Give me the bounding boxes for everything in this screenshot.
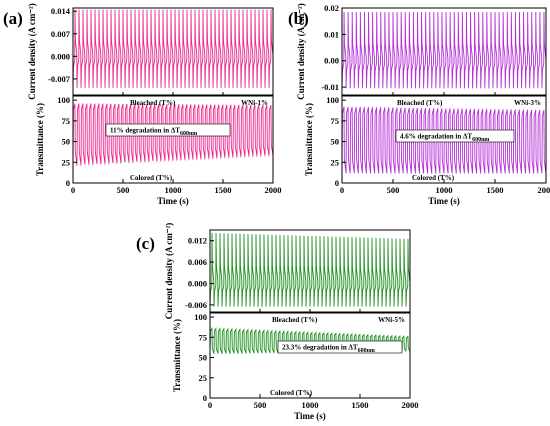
- transmittance-y-tick-label: 50: [62, 137, 71, 147]
- degradation-subscript: 600nm: [472, 137, 489, 143]
- x-axis-label: Time (s): [157, 196, 189, 206]
- x-tick-label: 1000: [302, 400, 319, 410]
- current-y-axis-label: Current density (A cm⁻²): [164, 223, 174, 320]
- degradation-subscript: 600nm: [358, 348, 375, 354]
- transmittance-trace: [72, 103, 274, 167]
- current-density-trace: [341, 11, 547, 89]
- x-tick-label: 500: [387, 185, 400, 195]
- transmittance-y-tick-label: 75: [199, 332, 208, 342]
- current-density-trace: [209, 232, 411, 307]
- transmittance-y-tick-label: 0: [66, 178, 70, 188]
- x-tick-label: 1500: [352, 400, 369, 410]
- current-y-axis-label: Current density (A cm⁻²): [296, 3, 306, 100]
- current-y-tick-label: 0.012: [188, 236, 207, 246]
- sample-label: WNi-5%: [378, 316, 405, 324]
- x-tick-label: 2000: [402, 400, 419, 410]
- degradation-subscript: 600nm: [180, 131, 197, 137]
- degradation-text: 4.6% degradation in ΔT: [400, 133, 472, 141]
- x-tick-label: 0: [340, 185, 344, 195]
- transmittance-y-tick-label: 100: [194, 312, 207, 322]
- transmittance-y-tick-label: 75: [62, 116, 71, 126]
- transmittance-y-tick-label: 0: [335, 178, 339, 188]
- current-y-axis-label: Current density (A cm⁻²): [27, 3, 37, 100]
- degradation-box: [277, 340, 403, 354]
- x-tick-label: 0: [208, 400, 212, 410]
- transmittance-y-tick-label: 50: [199, 353, 208, 363]
- transmittance-y-axis-label: Transmittance (%): [35, 103, 45, 176]
- panel-label: (b): [288, 9, 309, 28]
- degradation-label: 11% degradation in ΔT600nm: [110, 127, 197, 138]
- x-tick-label: 1000: [165, 185, 182, 195]
- transmittance-y-tick-label: 25: [199, 373, 208, 383]
- x-tick-label: 500: [117, 185, 130, 195]
- current-density-trace: [72, 9, 274, 88]
- transmittance-y-tick-label: 75: [331, 116, 340, 126]
- colored-label: Colored (T%): [130, 174, 173, 182]
- colored-label: Colored (T%): [270, 389, 313, 397]
- x-tick-label: 1500: [215, 185, 232, 195]
- current-y-tick-label: 0.007: [51, 29, 71, 39]
- x-tick-label: 1500: [487, 185, 504, 195]
- current-y-tick-label: 0.006: [188, 257, 207, 267]
- transmittance-y-tick-label: 0: [203, 393, 207, 403]
- current-y-tick-label: 0.014: [51, 6, 71, 16]
- x-axis-label: Time (s): [428, 196, 460, 206]
- transmittance-y-axis-label: Transmittance (%): [304, 103, 314, 176]
- current-y-tick-label: 0.000: [188, 278, 207, 288]
- current-y-tick-label: -0.006: [185, 300, 207, 310]
- current-y-tick-label: -0.007: [48, 74, 71, 84]
- degradation-box: [395, 129, 515, 143]
- x-tick-label: 0: [71, 185, 75, 195]
- degradation-label: 4.6% degradation in ΔT600nm: [400, 133, 489, 144]
- transmittance-y-tick-label: 50: [331, 137, 340, 147]
- transmittance-y-axis-label: Transmittance (%): [172, 319, 182, 392]
- x-axis-label: Time (s): [294, 411, 326, 421]
- bleached-label: Bleached (T%): [397, 99, 443, 107]
- colored-label: Colored (T%): [412, 174, 455, 182]
- panel-label: (a): [3, 9, 23, 28]
- sample-label: WNi-1%: [241, 99, 268, 107]
- current-y-tick-label: 0.02: [324, 3, 339, 13]
- transmittance-y-tick-label: 100: [57, 95, 70, 105]
- transmittance-y-tick-label: 25: [331, 157, 340, 167]
- panel-label: (c): [136, 234, 155, 253]
- transmittance-y-tick-label: 100: [326, 95, 339, 105]
- bleached-label: Bleached (T%): [272, 316, 318, 324]
- degradation-label: 23.3% degradation in ΔT600nm: [282, 344, 375, 355]
- degradation-text: 23.3% degradation in ΔT: [282, 344, 358, 352]
- transmittance-y-tick-label: 25: [62, 157, 71, 167]
- current-y-tick-label: 0.00: [324, 56, 339, 66]
- x-tick-label: 1000: [436, 185, 453, 195]
- x-tick-label: 2000: [538, 185, 550, 195]
- x-tick-label: 2000: [265, 185, 282, 195]
- sample-label: WNi-3%: [514, 99, 541, 107]
- bleached-label: Bleached (T%): [130, 99, 176, 107]
- degradation-text: 11% degradation in ΔT: [110, 127, 180, 135]
- current-y-tick-label: 0.01: [324, 29, 339, 39]
- current-y-tick-label: -0.01: [321, 82, 339, 92]
- x-tick-label: 500: [254, 400, 267, 410]
- transmittance-axes: [209, 312, 411, 399]
- current-y-tick-label: 0.000: [51, 51, 70, 61]
- degradation-box: [105, 123, 231, 137]
